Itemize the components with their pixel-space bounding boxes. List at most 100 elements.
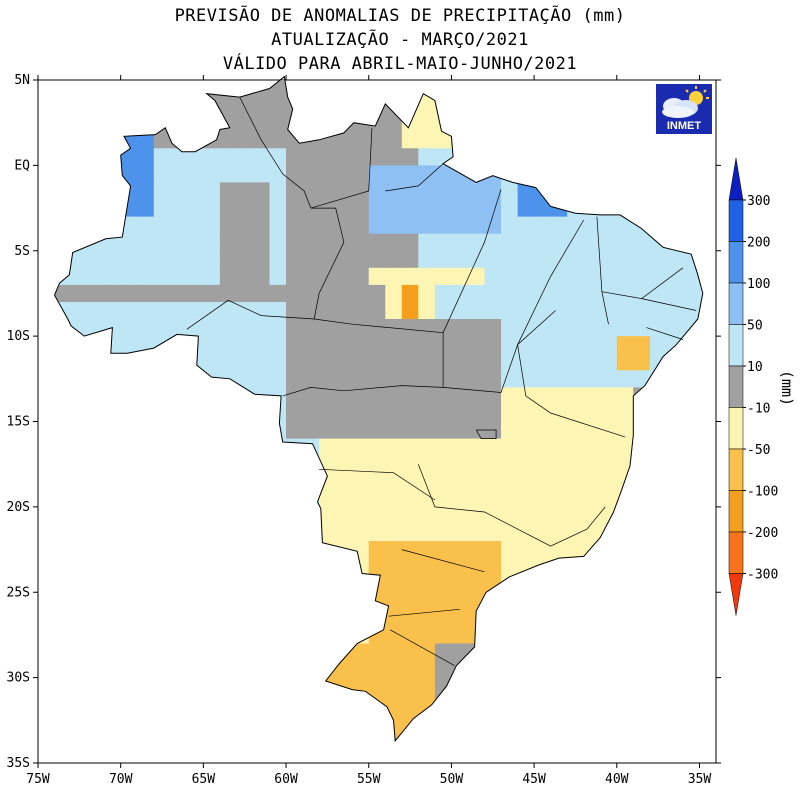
lon-label: 55W bbox=[357, 772, 381, 787]
anomaly-cell bbox=[368, 455, 386, 474]
anomaly-cell bbox=[616, 438, 634, 457]
anomaly-cell bbox=[583, 267, 601, 286]
anomaly-cell bbox=[418, 541, 436, 559]
colorbar-band bbox=[728, 490, 744, 533]
anomaly-cell bbox=[286, 336, 303, 354]
anomaly-cell bbox=[368, 267, 386, 286]
lat-label: 20S bbox=[7, 500, 30, 515]
anomaly-cell bbox=[335, 199, 353, 218]
anomaly-cell bbox=[219, 182, 237, 200]
anomaly-cell bbox=[319, 370, 337, 388]
anomaly-cell bbox=[484, 336, 502, 354]
anomaly-cell bbox=[418, 182, 436, 200]
anomaly-cell bbox=[517, 370, 535, 388]
anomaly-cell bbox=[335, 267, 353, 286]
anomaly-cell bbox=[484, 489, 502, 508]
anomaly-cell bbox=[616, 319, 634, 337]
anomaly-cell bbox=[451, 575, 469, 593]
anomaly-cell bbox=[418, 319, 436, 337]
anomaly-cell bbox=[302, 370, 320, 388]
state-border bbox=[646, 327, 684, 340]
anomaly-cell bbox=[583, 250, 601, 269]
anomaly-cell bbox=[583, 302, 601, 320]
anomaly-cell bbox=[368, 541, 386, 559]
anomaly-cell bbox=[219, 148, 237, 166]
anomaly-cell bbox=[352, 404, 370, 422]
anomaly-cell bbox=[401, 387, 419, 405]
anomaly-cell bbox=[269, 233, 287, 252]
anomaly-cell bbox=[583, 233, 601, 252]
anomaly-cell bbox=[253, 284, 270, 303]
state-border bbox=[442, 310, 556, 393]
anomaly-cell bbox=[616, 353, 634, 371]
anomaly-cell bbox=[368, 558, 386, 576]
anomaly-cell bbox=[401, 148, 419, 166]
anomaly-cell bbox=[583, 216, 601, 235]
anomaly-cell bbox=[583, 421, 601, 440]
anomaly-cell bbox=[583, 438, 601, 457]
anomaly-cell bbox=[335, 216, 353, 235]
state-border bbox=[310, 207, 345, 320]
anomaly-cell bbox=[418, 438, 436, 457]
anomaly-cell bbox=[550, 250, 568, 269]
anomaly-cell bbox=[649, 284, 667, 303]
anomaly-cell bbox=[385, 353, 403, 371]
anomaly-cell bbox=[153, 233, 171, 252]
anomaly-cell bbox=[302, 165, 320, 183]
lat-label: 25S bbox=[7, 585, 30, 600]
colorbar-label: 50 bbox=[747, 319, 763, 334]
anomaly-cell bbox=[385, 284, 403, 303]
anomaly-cell bbox=[269, 336, 287, 354]
anomaly-cell bbox=[385, 387, 403, 405]
anomaly-cell bbox=[137, 250, 155, 269]
anomaly-cell bbox=[501, 199, 518, 218]
map-title-line-1: PREVISÃO DE ANOMALIAS DE PRECIPITAÇÃO (m… bbox=[174, 6, 626, 26]
anomaly-cell bbox=[368, 182, 386, 200]
anomaly-cell bbox=[352, 284, 370, 303]
state-border bbox=[319, 468, 436, 501]
anomaly-cell bbox=[583, 284, 601, 303]
anomaly-cell bbox=[517, 353, 535, 371]
anomaly-cell bbox=[335, 353, 353, 371]
anomaly-cell bbox=[186, 165, 204, 183]
lon-label: 45W bbox=[522, 772, 546, 787]
anomaly-cell bbox=[219, 284, 237, 303]
state-border bbox=[310, 127, 373, 209]
anomaly-cell bbox=[352, 148, 370, 166]
anomaly-cell bbox=[434, 438, 452, 457]
anomaly-cell bbox=[302, 421, 320, 440]
anomaly-cell bbox=[269, 199, 287, 218]
anomaly-cell bbox=[286, 267, 303, 286]
anomaly-cell bbox=[302, 182, 320, 200]
anomaly-cell bbox=[153, 199, 171, 218]
anomaly-cell bbox=[666, 302, 684, 320]
anomaly-cell bbox=[120, 233, 138, 252]
anomaly-cell bbox=[616, 387, 634, 405]
anomaly-cell bbox=[368, 131, 386, 149]
anomaly-cell bbox=[335, 165, 353, 183]
anomaly-cell bbox=[451, 387, 469, 405]
anomaly-cell bbox=[451, 489, 469, 508]
anomaly-cell bbox=[468, 489, 485, 508]
anomaly-cell bbox=[418, 97, 436, 115]
anomaly-cell bbox=[434, 421, 452, 440]
anomaly-cell bbox=[153, 302, 171, 320]
anomaly-cell bbox=[567, 267, 585, 286]
anomaly-cell bbox=[418, 455, 436, 474]
anomaly-cell bbox=[451, 370, 469, 388]
anomaly-cell bbox=[302, 336, 320, 354]
anomaly-cell bbox=[534, 387, 552, 405]
anomaly-cell bbox=[600, 284, 618, 303]
anomaly-cell bbox=[186, 302, 204, 320]
anomaly-cell bbox=[567, 233, 585, 252]
anomaly-cell bbox=[401, 404, 419, 422]
anomaly-cell bbox=[534, 353, 552, 371]
anomaly-cell bbox=[418, 643, 436, 662]
anomaly-cell bbox=[517, 404, 535, 422]
anomaly-cell bbox=[186, 250, 204, 269]
anomaly-cell bbox=[501, 558, 518, 576]
anomaly-cell bbox=[401, 370, 419, 388]
anomaly-cell bbox=[666, 250, 684, 269]
anomaly-cell bbox=[335, 404, 353, 422]
anomaly-cell bbox=[401, 233, 419, 252]
